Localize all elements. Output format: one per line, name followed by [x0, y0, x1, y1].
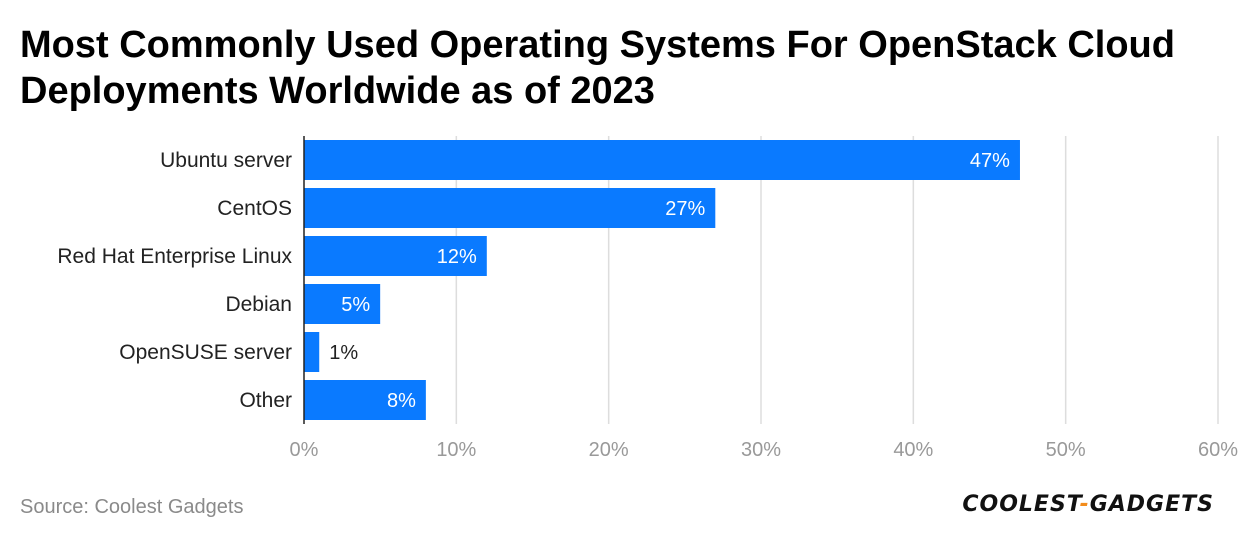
bar-chart: 47% 27% 12% 5% 1% 8% Ubuntu server CentOS Red H…	[57, 136, 1239, 461]
bar	[304, 284, 381, 324]
x-tick-label: 30%	[741, 439, 781, 461]
chart-title: Most Commonly Used Operating Systems For…	[20, 24, 1175, 112]
bar-value-label: 47%	[970, 150, 1010, 172]
x-tick-label: 20%	[589, 439, 629, 461]
bar	[304, 140, 1020, 180]
category-label: Ubuntu server	[160, 149, 292, 172]
category-label: CentOS	[217, 197, 292, 220]
x-tick-label: 50%	[1046, 439, 1086, 461]
x-tick-label: 40%	[893, 439, 933, 461]
bar	[304, 332, 320, 372]
bar-value-label: 27%	[665, 198, 705, 220]
bar	[304, 188, 716, 228]
gridlines	[455, 136, 1219, 424]
brand-logo-separator: -	[1079, 492, 1090, 517]
bar-value-label: 8%	[387, 390, 416, 412]
bar-value-label: 12%	[437, 246, 477, 268]
x-tick-label: 60%	[1198, 439, 1238, 461]
category-label: OpenSUSE server	[119, 341, 292, 364]
x-tick-label: 0%	[290, 439, 319, 461]
source-note: Source: Coolest Gadgets	[20, 496, 244, 518]
bars: 47% 27% 12% 5% 1% 8%	[304, 140, 1020, 420]
category-label: Red Hat Enterprise Linux	[57, 245, 292, 268]
category-label: Other	[239, 389, 292, 412]
brand-logo-right: GADGETS	[1089, 492, 1214, 517]
brand-logo: COOLEST-GADGETS	[962, 492, 1214, 517]
x-axis-tick-labels: 0% 10% 20% 30% 40% 50% 60%	[290, 439, 1239, 461]
brand-logo-left: COOLEST	[962, 492, 1080, 517]
bar-value-label: 5%	[341, 294, 370, 316]
category-labels: Ubuntu server CentOS Red Hat Enterprise Li…	[57, 149, 292, 412]
category-label: Debian	[225, 293, 292, 316]
x-tick-label: 10%	[436, 439, 476, 461]
bar	[304, 236, 487, 276]
bar	[304, 380, 426, 420]
bar-value-label: 1%	[329, 342, 358, 364]
